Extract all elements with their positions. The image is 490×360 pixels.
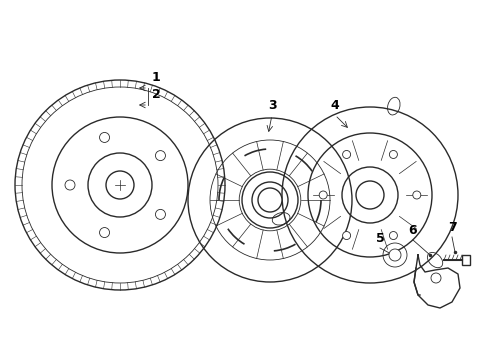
Circle shape: [389, 249, 401, 261]
Text: 6: 6: [409, 224, 417, 237]
Text: 2: 2: [152, 88, 161, 101]
Bar: [462, 255, 469, 265]
Circle shape: [319, 191, 327, 199]
Circle shape: [390, 231, 397, 239]
Circle shape: [343, 231, 351, 239]
Circle shape: [99, 228, 110, 238]
Circle shape: [343, 150, 351, 158]
Circle shape: [155, 150, 166, 161]
Circle shape: [258, 188, 282, 212]
Circle shape: [356, 181, 384, 209]
Circle shape: [413, 191, 421, 199]
Circle shape: [65, 180, 75, 190]
Text: 4: 4: [331, 99, 340, 112]
Circle shape: [431, 273, 441, 283]
Circle shape: [99, 132, 110, 143]
Text: 5: 5: [376, 232, 384, 245]
Text: 7: 7: [448, 221, 456, 234]
Text: 3: 3: [268, 99, 276, 112]
Circle shape: [155, 210, 166, 219]
Text: 1: 1: [152, 71, 161, 84]
Circle shape: [390, 150, 397, 158]
Circle shape: [106, 171, 134, 199]
